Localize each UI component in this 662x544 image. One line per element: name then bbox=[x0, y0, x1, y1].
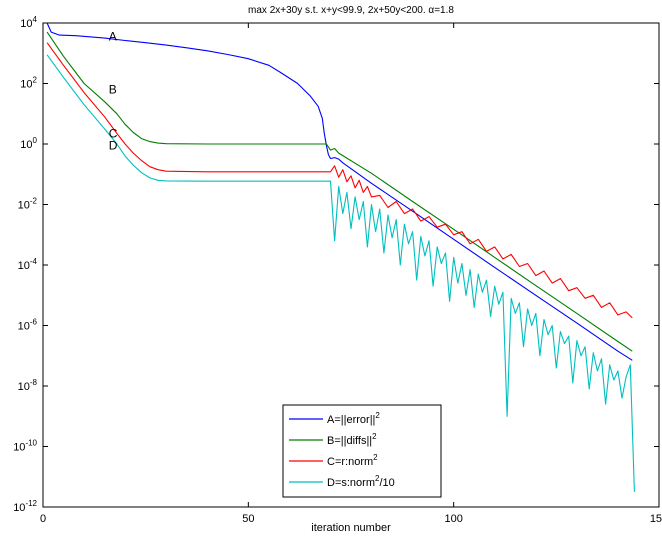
x-tick-label: 150 bbox=[650, 513, 662, 525]
y-tick-label: 100 bbox=[20, 136, 37, 151]
legend-item-name: A=||error|| bbox=[327, 414, 375, 426]
y-tick-exponent: -2 bbox=[30, 197, 38, 206]
legend-item: A=||error||2 bbox=[327, 411, 380, 426]
y-tick-exponent: -6 bbox=[30, 318, 38, 327]
y-tick-base: 10 bbox=[13, 502, 25, 514]
y-tick-label: 10-10 bbox=[13, 439, 37, 454]
legend: A=||error||2B=||diffs||2C=r:norm2D=s:nor… bbox=[282, 404, 442, 498]
series-labels: A B CD bbox=[109, 30, 118, 153]
y-tick-label: 10-2 bbox=[18, 197, 38, 212]
legend-item: D=s:norm2/10 bbox=[327, 474, 395, 489]
legend-item-exponent: 2 bbox=[372, 432, 377, 441]
y-tick-label: 10-4 bbox=[18, 257, 38, 272]
y-tick-base: 10 bbox=[13, 442, 25, 454]
y-tick-base: 10 bbox=[18, 200, 30, 212]
legend-item: C=r:norm2 bbox=[327, 453, 378, 468]
series-label-a: A bbox=[109, 30, 117, 44]
series-line-b bbox=[46, 31, 633, 352]
y-tick-label: 10-6 bbox=[18, 318, 38, 333]
x-axis: 0 50 100 150 bbox=[40, 23, 662, 525]
legend-item-exponent: 2 bbox=[375, 411, 380, 420]
y-tick-base: 10 bbox=[18, 381, 30, 393]
chart-title: max 2x+30y s.t. x+y<99.9, 2x+50y<200. α=… bbox=[248, 5, 454, 16]
y-tick-exponent: -10 bbox=[25, 439, 37, 448]
x-tick-label: 50 bbox=[242, 513, 254, 525]
x-axis-label: iteration number bbox=[311, 522, 391, 534]
series-label-d: D bbox=[109, 139, 118, 153]
y-tick-exponent: 4 bbox=[33, 15, 38, 24]
y-tick-base: 10 bbox=[20, 139, 32, 151]
legend-item-suffix: /10 bbox=[379, 477, 394, 489]
y-tick-label: 10-8 bbox=[18, 378, 38, 393]
legend-item-exponent: 2 bbox=[375, 474, 380, 483]
y-tick-label: 10-12 bbox=[13, 499, 37, 514]
series-lines bbox=[46, 23, 635, 492]
legend-item-name: C=r:norm bbox=[327, 456, 373, 468]
x-tick-label: 100 bbox=[444, 513, 462, 525]
x-tick-label: 0 bbox=[40, 513, 46, 525]
legend-item-name: B=||diffs|| bbox=[327, 435, 372, 447]
y-tick-exponent: 0 bbox=[33, 136, 38, 145]
y-tick-label: 102 bbox=[20, 76, 37, 91]
y-tick-exponent: 2 bbox=[33, 76, 38, 85]
legend-item: B=||diffs||2 bbox=[327, 432, 377, 447]
y-tick-base: 10 bbox=[20, 79, 32, 91]
series-label-b: B bbox=[109, 83, 117, 97]
y-tick-base: 10 bbox=[20, 18, 32, 30]
series-line-a bbox=[46, 23, 633, 361]
y-tick-base: 10 bbox=[18, 321, 30, 333]
series-line-d bbox=[46, 54, 635, 492]
legend-item-exponent: 2 bbox=[373, 453, 378, 462]
series-line-c bbox=[46, 42, 633, 319]
y-tick-base: 10 bbox=[18, 260, 30, 272]
y-tick-exponent: -12 bbox=[25, 499, 37, 508]
y-tick-exponent: -8 bbox=[30, 378, 38, 387]
y-tick-exponent: -4 bbox=[30, 257, 38, 266]
y-tick-label: 104 bbox=[20, 15, 37, 30]
series-label-c: C bbox=[109, 126, 118, 140]
legend-item-name: D=s:norm bbox=[327, 477, 375, 489]
